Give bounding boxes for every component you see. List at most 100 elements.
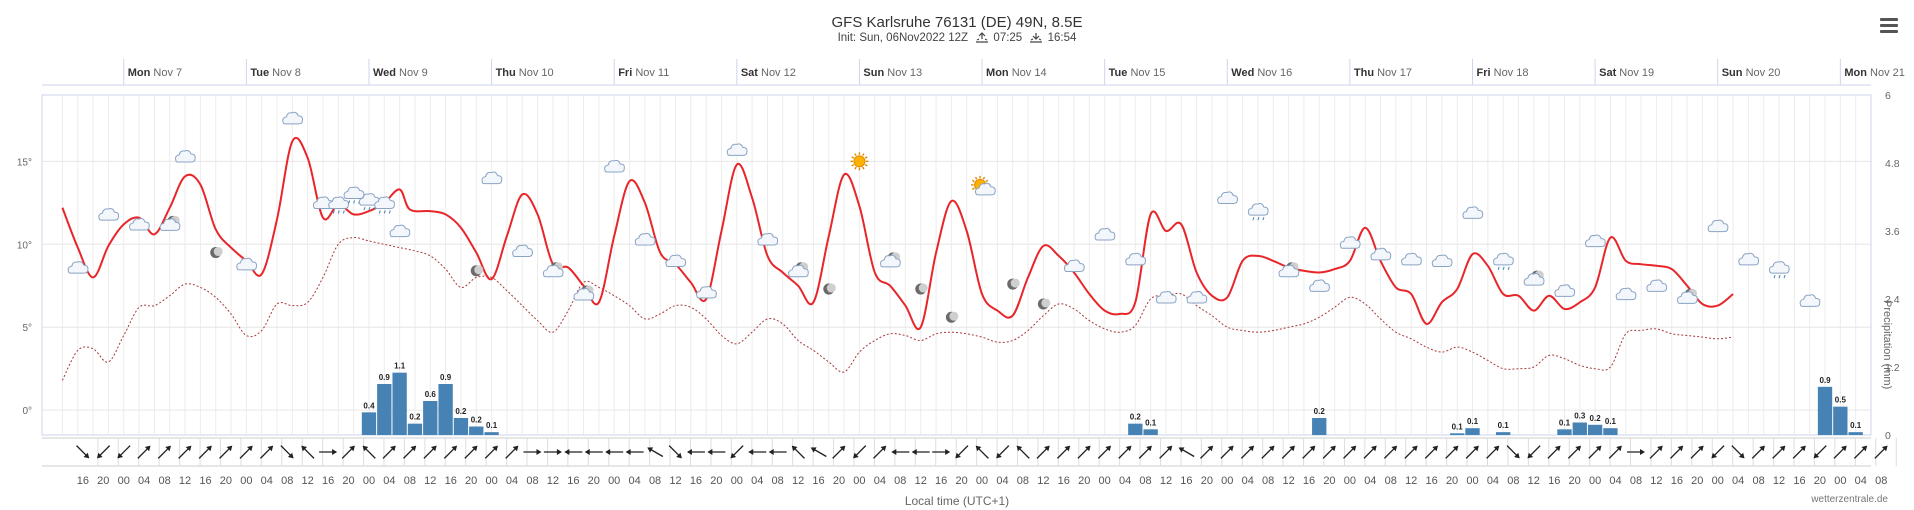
wind-head — [1473, 445, 1479, 452]
precip-label: 0.1 — [1605, 417, 1617, 426]
wind-arrow-icon — [853, 445, 867, 459]
wind-head — [1016, 445, 1023, 452]
wind-head — [1841, 445, 1847, 452]
wind-arrow-icon — [564, 449, 583, 455]
cloud-icon — [665, 254, 687, 268]
hour-tick-label: 08 — [1875, 475, 1887, 487]
wind-head — [1657, 445, 1663, 452]
cloud-shape — [665, 254, 687, 268]
wind-head — [287, 452, 294, 459]
wind-head — [165, 445, 171, 452]
sunset-time: 16:54 — [1047, 32, 1077, 44]
hour-tick-label: 16 — [1303, 475, 1315, 487]
hour-tick-label: 12 — [915, 475, 927, 487]
chart-menu-button[interactable] — [1880, 18, 1898, 34]
hour-tick-label: 00 — [731, 475, 743, 487]
hour-tick-label: 04 — [506, 475, 518, 487]
wind-arrow-icon — [1178, 447, 1195, 458]
cloud-icon — [1523, 273, 1545, 286]
cloud-shape — [236, 257, 258, 271]
precip-bar — [1465, 428, 1480, 435]
rain-drop — [368, 206, 371, 211]
cloud-shape — [974, 182, 996, 196]
wind-arrow-icon — [403, 445, 417, 459]
cloud-shape — [159, 218, 181, 231]
hour-tick-label: 20 — [1201, 475, 1213, 487]
wind-head — [1616, 445, 1622, 452]
cloud-icon — [1309, 279, 1330, 292]
sun-ray — [974, 176, 978, 180]
precip-bar — [438, 384, 453, 435]
hour-tick-label: 08 — [404, 475, 416, 487]
cloud-icon — [1646, 279, 1668, 292]
wind-arrow-icon — [1772, 445, 1786, 459]
hour-tick-label: 04 — [629, 475, 641, 487]
cloud-icon — [389, 224, 411, 238]
moon-light — [918, 283, 928, 293]
hour-tick-label: 12 — [669, 475, 681, 487]
wind-head — [853, 452, 859, 459]
cloud-shape — [604, 159, 625, 173]
cloud-shape — [1247, 203, 1269, 216]
cloud-shape — [757, 232, 779, 246]
hour-tick-label: 12 — [179, 475, 191, 487]
wind-head — [730, 452, 737, 459]
wind-arrow-icon — [341, 445, 355, 459]
cloud-icon — [1186, 290, 1208, 304]
day-label: Wed Nov 16 — [1231, 67, 1292, 79]
cloud-shape — [1401, 252, 1422, 266]
hour-tick-label: 12 — [1160, 475, 1172, 487]
moon-light — [213, 247, 223, 257]
sunrise-time: 07:25 — [993, 32, 1023, 44]
cloud-icon — [1799, 294, 1821, 307]
wind-head — [390, 445, 396, 452]
menu-icon-bar — [1880, 18, 1898, 21]
wind-head — [1371, 445, 1377, 452]
rain-drop — [388, 210, 391, 214]
wind-head — [1677, 445, 1684, 452]
wind-head — [1861, 445, 1868, 452]
precip-bar — [392, 372, 407, 435]
wind-arrow-icon — [96, 445, 111, 459]
wind-head — [791, 445, 798, 452]
wind-head — [536, 449, 542, 455]
wind-head — [1738, 452, 1745, 459]
wind-head — [1779, 445, 1786, 452]
wind-arrow-icon — [301, 445, 315, 459]
hour-tick-label: 12 — [1650, 475, 1662, 487]
cloud-icon — [726, 143, 748, 156]
rain-drop — [363, 206, 366, 211]
hour-tick-label: 16 — [77, 475, 89, 487]
wind-head — [1595, 445, 1602, 452]
wind-head — [1813, 452, 1820, 459]
cloud-shape — [1094, 227, 1116, 241]
moon-icon — [915, 283, 928, 295]
wind-arrow-icon — [1813, 445, 1827, 459]
precip-bar — [1572, 422, 1587, 435]
grid — [42, 95, 1871, 435]
precip-axis-title: Precipitation (mm) — [1881, 300, 1893, 390]
wind-arrow-icon — [178, 445, 192, 459]
wind-arrow-icon — [1874, 445, 1888, 459]
sun-disc — [853, 155, 866, 168]
cloud-icon — [542, 264, 564, 278]
hour-tick-label: 08 — [1507, 475, 1519, 487]
wind-head — [1166, 445, 1173, 452]
rain-drop — [1773, 274, 1776, 279]
hour-tick-label: 08 — [649, 475, 661, 487]
hour-tick-label: 08 — [894, 475, 906, 487]
wind-arrow-icon — [484, 445, 498, 459]
wind-arrow-icon — [1302, 445, 1316, 459]
precip-bar — [1603, 428, 1618, 435]
wind-row — [42, 437, 1897, 467]
hour-tick-label: 04 — [383, 475, 395, 487]
hour-tick-label: 16 — [1793, 475, 1805, 487]
wind-head — [1105, 445, 1112, 452]
wind-arrow-icon — [239, 445, 253, 459]
wind-arrow-icon — [647, 447, 664, 458]
hour-tick-label: 20 — [1814, 475, 1826, 487]
sun-ray — [971, 187, 975, 190]
wind-head — [1207, 445, 1214, 452]
moon-icon — [470, 265, 484, 277]
cloud-icon — [1370, 247, 1392, 261]
